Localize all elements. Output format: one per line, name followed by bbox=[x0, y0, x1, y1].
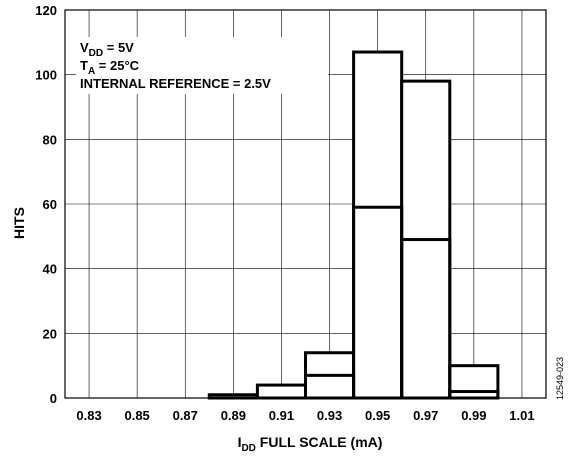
x-axis-label-rest: FULL SCALE (mA) bbox=[256, 434, 383, 450]
x-tick-labels: 0.83 0.85 0.87 0.89 0.91 0.93 0.95 0.97 0.99 1.01 bbox=[76, 408, 534, 423]
histogram-bar-series-1 bbox=[255, 383, 307, 400]
x-tick-label: 0.87 bbox=[173, 408, 198, 423]
y-tick-labels: 0 20 40 60 80 100 120 bbox=[35, 3, 57, 406]
figure-id: 12549-023 bbox=[555, 357, 565, 400]
x-tick-label: 0.95 bbox=[365, 408, 390, 423]
x-tick-label: 0.89 bbox=[221, 408, 246, 423]
x-tick-label: 0.93 bbox=[317, 408, 342, 423]
y-tick-label: 20 bbox=[43, 326, 57, 341]
plot-frame bbox=[64, 9, 547, 399]
x-tick-label: 1.01 bbox=[509, 408, 534, 423]
histogram-bar-series-1 bbox=[352, 50, 404, 400]
annotation-vdd: VDD = 5V bbox=[80, 40, 134, 59]
x-tick-label: 0.85 bbox=[124, 408, 149, 423]
x-axis-label-sub: DD bbox=[241, 443, 255, 454]
y-tick-label: 120 bbox=[35, 3, 57, 18]
x-tick-label: 0.91 bbox=[269, 408, 294, 423]
histogram-bar-series-1 bbox=[448, 364, 500, 400]
x-tick-label: 0.83 bbox=[76, 408, 101, 423]
annotation-box: VDD = 5V TA = 25°C INTERNAL REFERENCE = … bbox=[76, 37, 328, 94]
y-tick-label: 100 bbox=[35, 68, 57, 83]
x-axis-label: IDD FULL SCALE (mA) bbox=[238, 434, 383, 454]
annotation-background bbox=[76, 37, 328, 94]
y-tick-label: 0 bbox=[50, 391, 57, 406]
x-tick-label: 0.97 bbox=[413, 408, 438, 423]
x-tick-label: 0.99 bbox=[461, 408, 486, 423]
y-tick-label: 40 bbox=[43, 262, 57, 277]
y-axis-label: HITS bbox=[11, 207, 27, 239]
annotation-reference: INTERNAL REFERENCE = 2.5V bbox=[80, 76, 271, 91]
y-tick-label: 60 bbox=[43, 197, 57, 212]
x-axis-label-main: I bbox=[238, 434, 242, 450]
annotation-ta: TA = 25°C bbox=[80, 58, 140, 77]
bars bbox=[207, 50, 500, 400]
y-tick-label: 80 bbox=[43, 132, 57, 147]
